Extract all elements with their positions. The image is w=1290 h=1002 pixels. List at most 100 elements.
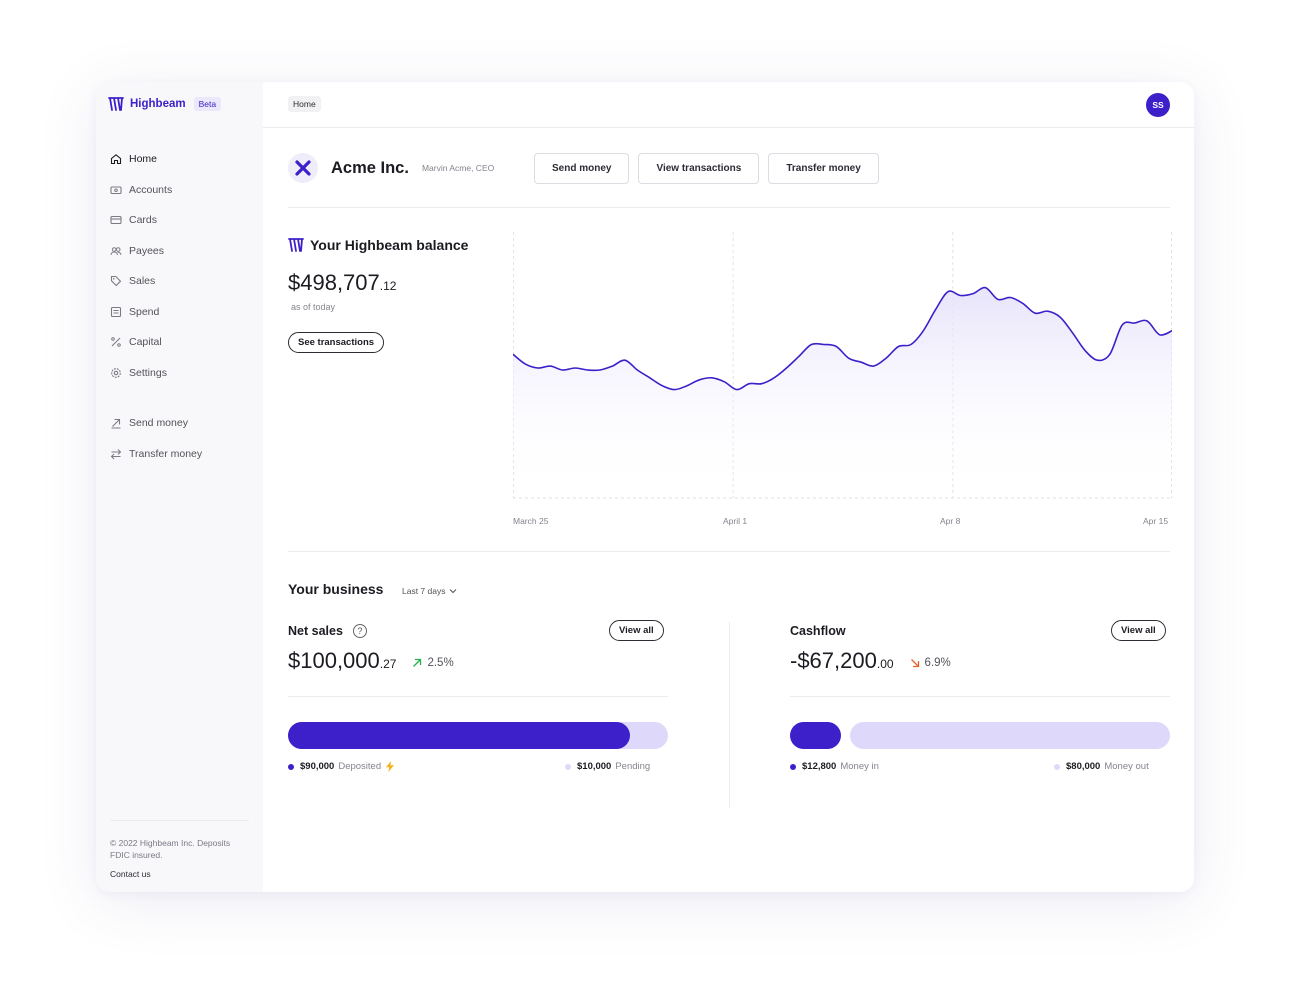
sidebar-item-home[interactable]: Home [110, 144, 172, 175]
arrow-down-right-icon [910, 659, 919, 668]
sidebar-item-label: Spend [129, 305, 160, 318]
deposited-label: Deposited [338, 761, 382, 772]
balance-title: Your Highbeam balance [288, 237, 468, 253]
lightning-icon [386, 761, 395, 772]
percent-icon [111, 337, 121, 348]
legend-dot [288, 763, 294, 770]
cashflow-change-value: 6.9% [924, 657, 951, 669]
chart-divider [288, 551, 1170, 552]
breadcrumb[interactable]: Home [288, 96, 321, 112]
cashflow-amount-main: -$67,200 [790, 648, 877, 673]
topbar: Home SS [263, 82, 1194, 128]
net-sales-amount: $100,000.27 2.5% [288, 648, 454, 674]
cashflow-title: Cashflow [790, 624, 846, 638]
help-icon[interactable]: ? [352, 624, 367, 638]
legend-dot [1054, 763, 1060, 770]
sidebar-nav: Home Accounts Cards Payees Sales Spend [110, 144, 172, 388]
payees-icon [110, 246, 122, 255]
net-sales-bar [288, 722, 668, 749]
header-divider [288, 207, 1170, 208]
copyright-text: © 2022 Highbeam Inc. Deposits FDIC insur… [110, 838, 231, 860]
arrow-up-right-icon [111, 419, 121, 429]
net-sales-change: 2.5% [412, 657, 454, 669]
net-sales-amount-main: $100,000 [288, 648, 380, 673]
cards-separator [729, 622, 730, 808]
balance-as-of: as of today [291, 302, 336, 312]
sidebar-item-accounts[interactable]: Accounts [110, 175, 172, 206]
balance-amount-cents: .12 [379, 279, 397, 293]
brand-name: Highbeam [130, 98, 186, 110]
range-label: Last 7 days [402, 586, 446, 596]
accounts-icon [110, 186, 122, 194]
sidebar-item-settings[interactable]: Settings [110, 358, 172, 389]
avatar[interactable]: SS [1146, 93, 1170, 117]
net-sales-amount-cents: .27 [379, 657, 397, 671]
sidebar-item-label: Payees [129, 244, 165, 257]
x-tick-label: Apr 8 [940, 516, 961, 526]
tag-icon [110, 276, 122, 287]
sidebar-transfer-money[interactable]: Transfer money [110, 439, 202, 470]
cashflow-divider [790, 696, 1170, 697]
x-tick-label: Apr 15 [1143, 516, 1169, 526]
beta-badge: Beta [193, 97, 222, 111]
sidebar-item-label: Sales [129, 275, 156, 288]
sidebar-item-label: Accounts [129, 183, 173, 196]
transfer-money-button[interactable]: Transfer money [768, 153, 879, 184]
sidebar-item-label: Cards [129, 214, 158, 227]
chevron-down-icon [450, 589, 457, 594]
sidebar-item-label: Transfer money [129, 447, 203, 460]
pending-amount: $10,000 [577, 761, 612, 772]
x-tick-label: March 25 [513, 516, 549, 526]
legend-dot [790, 763, 796, 770]
chart-line [513, 286, 1172, 391]
sidebar-footer: © 2022 Highbeam Inc. Deposits FDIC insur… [110, 820, 249, 879]
money-out-label: Money out [1104, 761, 1149, 772]
send-money-button[interactable]: Send money [534, 153, 630, 184]
business-title: Your business [288, 581, 384, 597]
brand[interactable]: Highbeam Beta [108, 97, 222, 111]
x-tick-label: April 1 [723, 516, 748, 526]
sidebar-item-label: Settings [129, 366, 167, 379]
range-dropdown[interactable]: Last 7 days [402, 586, 457, 596]
company-logo-icon [288, 153, 318, 183]
cashflow-in-bar [790, 722, 841, 749]
home-icon [110, 154, 122, 165]
sidebar: Highbeam Beta Home Accounts Cards Payees [96, 82, 263, 892]
net-sales-divider [288, 696, 668, 697]
sidebar-send-money[interactable]: Send money [110, 408, 202, 439]
main-content: Home SS Acme Inc. Marvin Acme, CEO Send … [263, 82, 1194, 892]
company-header: Acme Inc. Marvin Acme, CEO [288, 153, 494, 183]
header-actions: Send money View transactions Transfer mo… [534, 153, 888, 184]
net-sales-pending-legend: $10,000 Pending [565, 761, 650, 772]
company-name: Acme Inc. [331, 158, 409, 177]
money-in-amount: $12,800 [802, 761, 837, 772]
gear-icon [111, 367, 121, 378]
chart-area [513, 287, 1172, 498]
balance-chart [513, 232, 1172, 499]
balance-amount-main: $498,707 [288, 270, 380, 295]
sidebar-item-label: Capital [129, 336, 162, 349]
sidebar-item-cards[interactable]: Cards [110, 205, 172, 236]
net-sales-deposited-legend: $90,000 Deposited [288, 761, 395, 772]
cashflow-view-all-button[interactable]: View all [1111, 620, 1166, 641]
cashflow-amount-cents: .00 [876, 657, 894, 671]
see-transactions-button[interactable]: See transactions [288, 332, 385, 353]
app-window: Highbeam Beta Home Accounts Cards Payees [96, 82, 1194, 892]
cashflow-amount: -$67,200.00 6.9% [790, 648, 951, 674]
money-in-label: Money in [840, 761, 879, 772]
sidebar-item-payees[interactable]: Payees [110, 236, 172, 267]
net-sales-deposited-bar [288, 722, 630, 749]
sidebar-item-spend[interactable]: Spend [110, 297, 172, 328]
sidebar-item-capital[interactable]: Capital [110, 327, 172, 358]
sidebar-item-label: Send money [129, 417, 188, 430]
swap-icon [110, 448, 122, 460]
net-sales-view-all-button[interactable]: View all [609, 620, 664, 641]
contact-link[interactable]: Contact us [110, 869, 151, 879]
cashflow-change: 6.9% [910, 657, 951, 669]
sidebar-item-sales[interactable]: Sales [110, 266, 172, 297]
cashflow-title-text: Cashflow [790, 624, 846, 638]
view-transactions-button[interactable]: View transactions [638, 153, 760, 184]
company-person: Marvin Acme, CEO [421, 163, 495, 173]
balance-title-text: Your Highbeam balance [310, 237, 469, 253]
balance-amount: $498,707.12 [288, 270, 396, 296]
